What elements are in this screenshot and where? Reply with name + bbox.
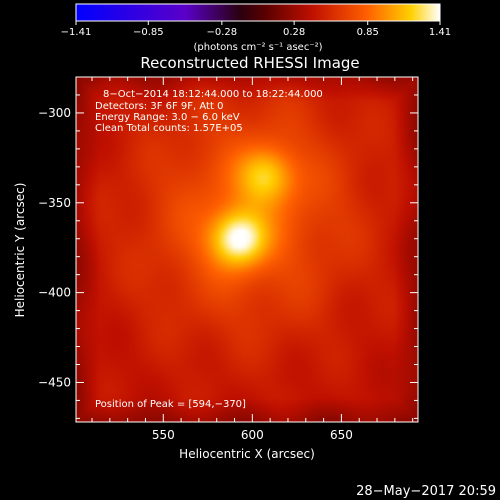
- axis-ticks: 550 600 650 −300 −350 −400 −450: [38, 77, 418, 442]
- heatmap-raster: [76, 77, 418, 422]
- info-annotations: 8−Oct−2014 18:12:44.000 to 18:22:44.000D…: [95, 89, 323, 134]
- y-axis-label: Heliocentric Y (arcsec): [13, 183, 27, 318]
- info-line: Clean Total counts: 1.57E+05: [95, 123, 243, 134]
- colorbar-tick-label: −0.28: [207, 27, 238, 38]
- y-tick-label: −350: [38, 196, 71, 210]
- peak-position-label: Position of Peak = [594,−370]: [95, 399, 246, 410]
- colorbar-tick-label: −1.41: [61, 27, 92, 38]
- heatmap-image: [76, 77, 418, 422]
- x-tick-label: 600: [241, 428, 264, 442]
- info-line: 8−Oct−2014 18:12:44.000 to 18:22:44.000: [103, 89, 323, 100]
- plot-frame: [75, 76, 419, 423]
- x-tick-label: 650: [330, 428, 353, 442]
- info-line: Detectors: 3F 6F 9F, Att 0: [95, 101, 223, 112]
- x-tick-label: 550: [152, 428, 175, 442]
- colorbar-tick-label: −0.85: [133, 27, 164, 38]
- colorbar-ticks: −1.41 −0.85 −0.28 0.28 0.85 1.41: [61, 21, 451, 38]
- chart-title: Reconstructed RHESSI Image: [140, 54, 359, 72]
- colorbar-tick-label: 0.85: [357, 27, 379, 38]
- colorbar-tick-label: 0.28: [283, 27, 305, 38]
- info-line: Energy Range: 3.0 − 6.0 keV: [95, 112, 240, 123]
- colorbar-units-label: (photons cm⁻² s⁻¹ asec⁻²): [193, 42, 322, 53]
- y-tick-label: −400: [38, 286, 71, 300]
- colorbar-tick-label: 1.41: [429, 27, 451, 38]
- y-tick-label: −450: [38, 375, 71, 389]
- y-tick-label: −300: [38, 106, 71, 120]
- footer-date: 28−May−2017 20:59: [356, 484, 496, 499]
- colorbar: [75, 3, 441, 22]
- x-axis-label: Heliocentric X (arcsec): [179, 447, 315, 461]
